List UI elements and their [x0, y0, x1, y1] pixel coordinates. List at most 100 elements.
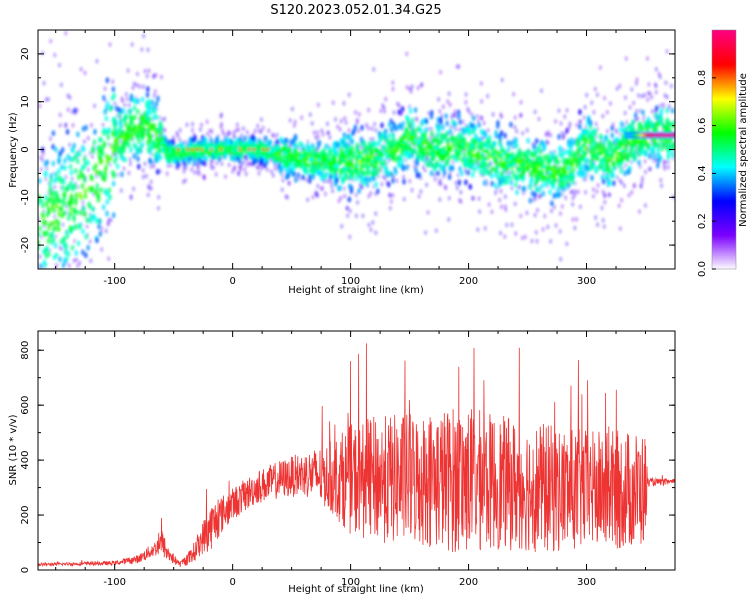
spectrogram-cell	[318, 170, 323, 177]
spectrogram-cell	[77, 223, 82, 230]
spectrogram-cell	[331, 146, 335, 153]
spectrogram-cell	[83, 160, 88, 167]
spectrogram-cell	[70, 244, 75, 251]
spectrogram-cell	[623, 170, 627, 177]
spectrogram-cell	[558, 146, 563, 153]
spectrogram-noise-cell	[240, 133, 244, 138]
spectrogram-cell	[111, 180, 116, 187]
colorbar-band	[712, 231, 736, 234]
x-tick-label: 0	[229, 577, 235, 588]
spectrogram-cell	[199, 140, 204, 147]
spectrogram-cell	[659, 110, 663, 117]
spectrogram-bright-cell	[607, 152, 612, 157]
spectrogram-bright-cell	[589, 146, 593, 150]
spectrogram-bright-cell	[602, 156, 606, 161]
spectrogram-cell	[130, 126, 134, 133]
colorbar-band	[712, 219, 736, 222]
spectrogram-noise-cell	[209, 164, 214, 170]
spectrogram-cell	[424, 117, 428, 124]
spectrogram-cell	[111, 212, 116, 219]
spectrogram-noise-cell	[125, 96, 130, 102]
spectrogram-cell	[620, 140, 625, 147]
spectrogram-cell	[510, 169, 515, 176]
spectrogram-noise-cell	[617, 203, 621, 209]
spectrogram-bright-cell	[553, 178, 558, 182]
spectrogram-noise-cell	[107, 141, 111, 147]
spectrogram-cell	[463, 156, 467, 163]
spectrogram-cell	[105, 77, 110, 84]
spectrogram-cell	[470, 122, 474, 129]
spectrogram-bright-cell	[562, 177, 566, 181]
tone-cell-core	[665, 133, 668, 137]
spectrogram-cell	[453, 154, 457, 161]
spectrogram-cell	[435, 131, 440, 138]
spectrogram-noise-cell	[549, 238, 553, 244]
colorbar-band	[712, 41, 736, 45]
tone-cell-core	[627, 133, 631, 137]
spectrogram-cell	[52, 254, 57, 261]
spectrogram-cell	[103, 172, 108, 179]
spectrogram-noise-cell	[59, 82, 64, 88]
spectrogram-noise-cell	[624, 162, 628, 168]
spectrogram-cell	[55, 203, 59, 210]
colorbar-band	[712, 55, 736, 59]
spectrogram-cell	[557, 133, 561, 140]
spectrogram-cell	[82, 177, 87, 184]
spectrogram-noise-cell	[640, 93, 644, 99]
spectrogram-noise-cell	[669, 83, 673, 89]
spectrogram-noise-cell	[582, 115, 587, 121]
spectrogram-noise-cell	[41, 151, 45, 157]
tone-cell-core	[656, 133, 659, 137]
spectrogram-cell	[538, 169, 543, 176]
spectrogram-cell	[390, 141, 395, 148]
spectrogram-cell	[508, 174, 513, 181]
spectrogram-cell	[74, 223, 78, 230]
spectrogram-cell	[465, 161, 469, 168]
spectrogram-cell	[99, 148, 104, 155]
tone-cell-core	[647, 133, 651, 137]
spectrogram-peak-cell	[186, 148, 190, 151]
spectrogram-cell	[473, 158, 477, 165]
spectrogram-cell	[663, 142, 667, 149]
spectrogram-cell	[123, 120, 128, 127]
spectrogram-cell	[393, 149, 397, 156]
spectrogram-cell	[528, 184, 533, 191]
spectrogram-cell	[457, 113, 461, 120]
spectrogram-bright-cell	[298, 154, 303, 159]
spectrogram-cell	[291, 166, 295, 173]
spectrogram-bright-cell	[563, 171, 568, 176]
spectrogram-cell	[64, 186, 69, 193]
spectrogram-cell	[68, 205, 73, 212]
colorbar-band	[712, 67, 736, 71]
spectrogram-cell	[410, 147, 414, 154]
spectrogram-noise-cell	[608, 101, 613, 106]
spectrogram-cell	[94, 162, 98, 169]
spectrogram-cell	[652, 140, 657, 147]
spectrogram-cell	[566, 182, 571, 189]
spectrogram-bright-cell	[510, 153, 514, 158]
spectrogram-noise-cell	[101, 122, 105, 128]
spectrogram-noise-cell	[128, 161, 132, 167]
spectrogram-bright-cell	[547, 173, 552, 178]
spectrogram-cell	[188, 155, 193, 162]
spectrogram-noise-cell	[339, 118, 343, 124]
spectrogram-cell	[39, 198, 44, 205]
colorbar-band	[712, 71, 736, 75]
spectrogram-cell	[268, 139, 273, 146]
spectrogram-cell	[76, 131, 80, 138]
spectrogram-noise-cell	[166, 163, 170, 168]
spectrogram-noise-cell	[316, 134, 320, 140]
spectrogram-noise-cell	[605, 129, 609, 134]
spectrogram-noise-cell	[629, 159, 633, 165]
spectrogram-cell	[106, 128, 110, 135]
spectrogram-cell	[654, 121, 658, 128]
colorbar-band	[712, 233, 736, 236]
spectrogram-noise-cell	[615, 86, 619, 92]
spectrogram-noise-cell	[627, 192, 631, 198]
spectrogram-noise-cell	[568, 121, 572, 127]
spectrogram-cell	[573, 152, 577, 159]
spectrogram-cell	[85, 217, 90, 224]
spectrogram-noise-cell	[636, 116, 640, 122]
spectrogram-noise-cell	[265, 167, 270, 173]
spectrogram-cell	[314, 164, 319, 171]
